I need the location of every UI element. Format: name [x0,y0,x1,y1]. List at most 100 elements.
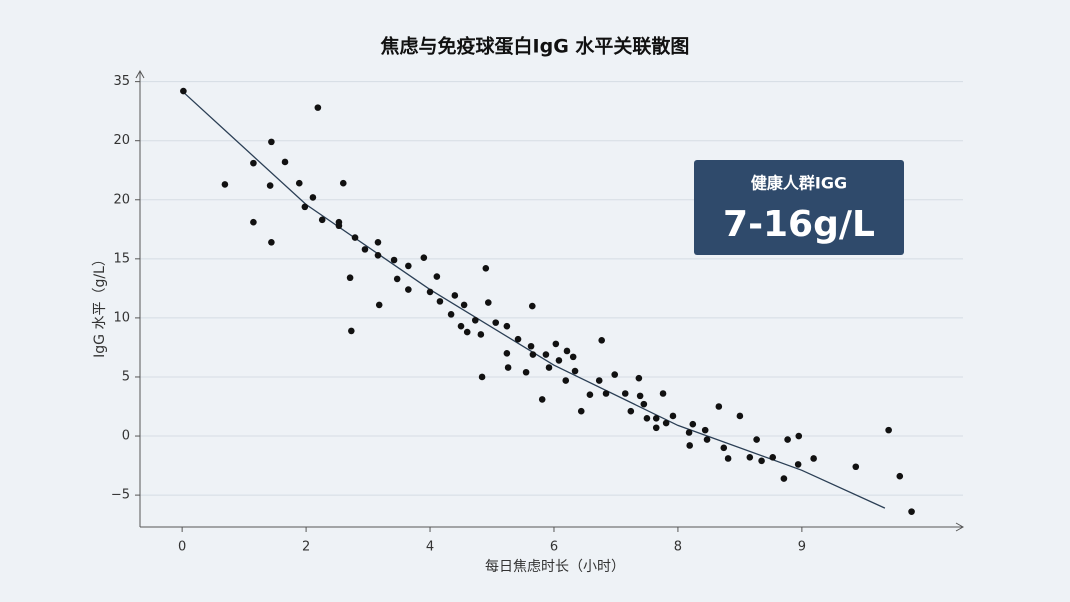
data-point [484,299,492,306]
data-point [221,181,229,188]
data-point [478,373,486,381]
data-point [492,319,500,326]
data-point [908,508,915,515]
data-point [301,203,309,211]
data-point [689,420,697,428]
data-point [314,104,322,111]
data-point [602,390,610,397]
y-tick-label: 20 [113,133,130,148]
data-point [447,311,455,318]
data-point [420,254,428,261]
data-point [295,179,303,187]
data-point [662,419,670,427]
y-tick-label: 35 [113,74,130,89]
data-point [374,238,382,246]
data-point [250,159,257,167]
y-tick-label: 0 [122,429,130,444]
data-point [405,262,412,270]
data-point [720,444,728,452]
data-point [451,292,459,299]
data-point [659,390,667,397]
data-point [652,415,660,422]
data-point [552,340,560,348]
y-tick-label: 5 [122,369,130,384]
annotation-box [694,160,904,255]
data-point [794,461,802,468]
x-tick-label: 4 [426,540,434,555]
data-point [538,396,546,403]
data-point [810,455,817,462]
data-point [335,222,343,230]
data-point [724,455,732,462]
data-point [268,138,275,146]
annotation-text: 7-16g/L [723,204,875,245]
x-axis [140,522,965,532]
data-point [405,286,412,293]
data-point [504,364,512,371]
data-point [746,454,754,461]
data-point [885,426,892,434]
data-point [542,351,550,358]
data-point [436,298,444,305]
data-point [281,158,289,166]
x-tick-label: 8 [674,540,682,555]
data-point [563,347,571,355]
data-point [503,350,511,357]
data-point [348,327,355,335]
data-point [375,301,383,309]
data-point [545,364,553,371]
data-point [393,275,401,283]
y-tick-label: −5 [111,488,130,503]
data-point [753,436,760,443]
data-point [527,342,535,350]
data-point [595,377,603,384]
data-point [351,234,359,241]
data-point [471,316,479,324]
data-point [529,351,537,358]
data-point [669,412,677,420]
data-point [390,256,398,264]
y-tick-label: 10 [113,310,130,325]
data-point [339,179,347,187]
data-point [180,87,187,95]
data-point [896,472,904,480]
data-point [685,429,693,436]
y-tick-label: 15 [113,251,130,266]
data-point [784,436,791,443]
chart-title: 焦虑与免疫球蛋白IgG 水平关联散图 [380,35,690,58]
data-point [268,238,275,246]
data-point [457,322,465,330]
data-point [318,216,326,224]
data-point [562,377,570,384]
data-point [460,301,468,309]
data-point [769,454,777,461]
data-point [621,390,629,397]
data-point [477,331,485,338]
data-point [715,403,723,410]
data-point [627,407,635,415]
data-point [703,436,711,443]
y-tick-label: 20 [113,192,130,207]
data-point [250,218,257,226]
x-tick-label: 9 [798,540,806,555]
data-point [643,415,651,422]
data-point [686,442,693,449]
data-point [433,273,441,280]
data-point [652,424,660,432]
data-point [636,392,644,400]
annotation-title: 健康人群IGG [751,174,847,193]
x-axis-label: 每日焦虑时长（小时） [485,559,625,575]
plot-area: −5 0 5 10 15 20 20 35 0 2 4 6 8 9 [111,69,965,555]
data-point [736,412,744,420]
data-point [635,374,643,382]
data-point [577,407,585,415]
data-point [795,432,803,440]
data-point [346,274,354,282]
y-axis [135,69,145,527]
data-point [374,251,382,259]
data-point [569,353,577,361]
data-point [361,246,369,253]
